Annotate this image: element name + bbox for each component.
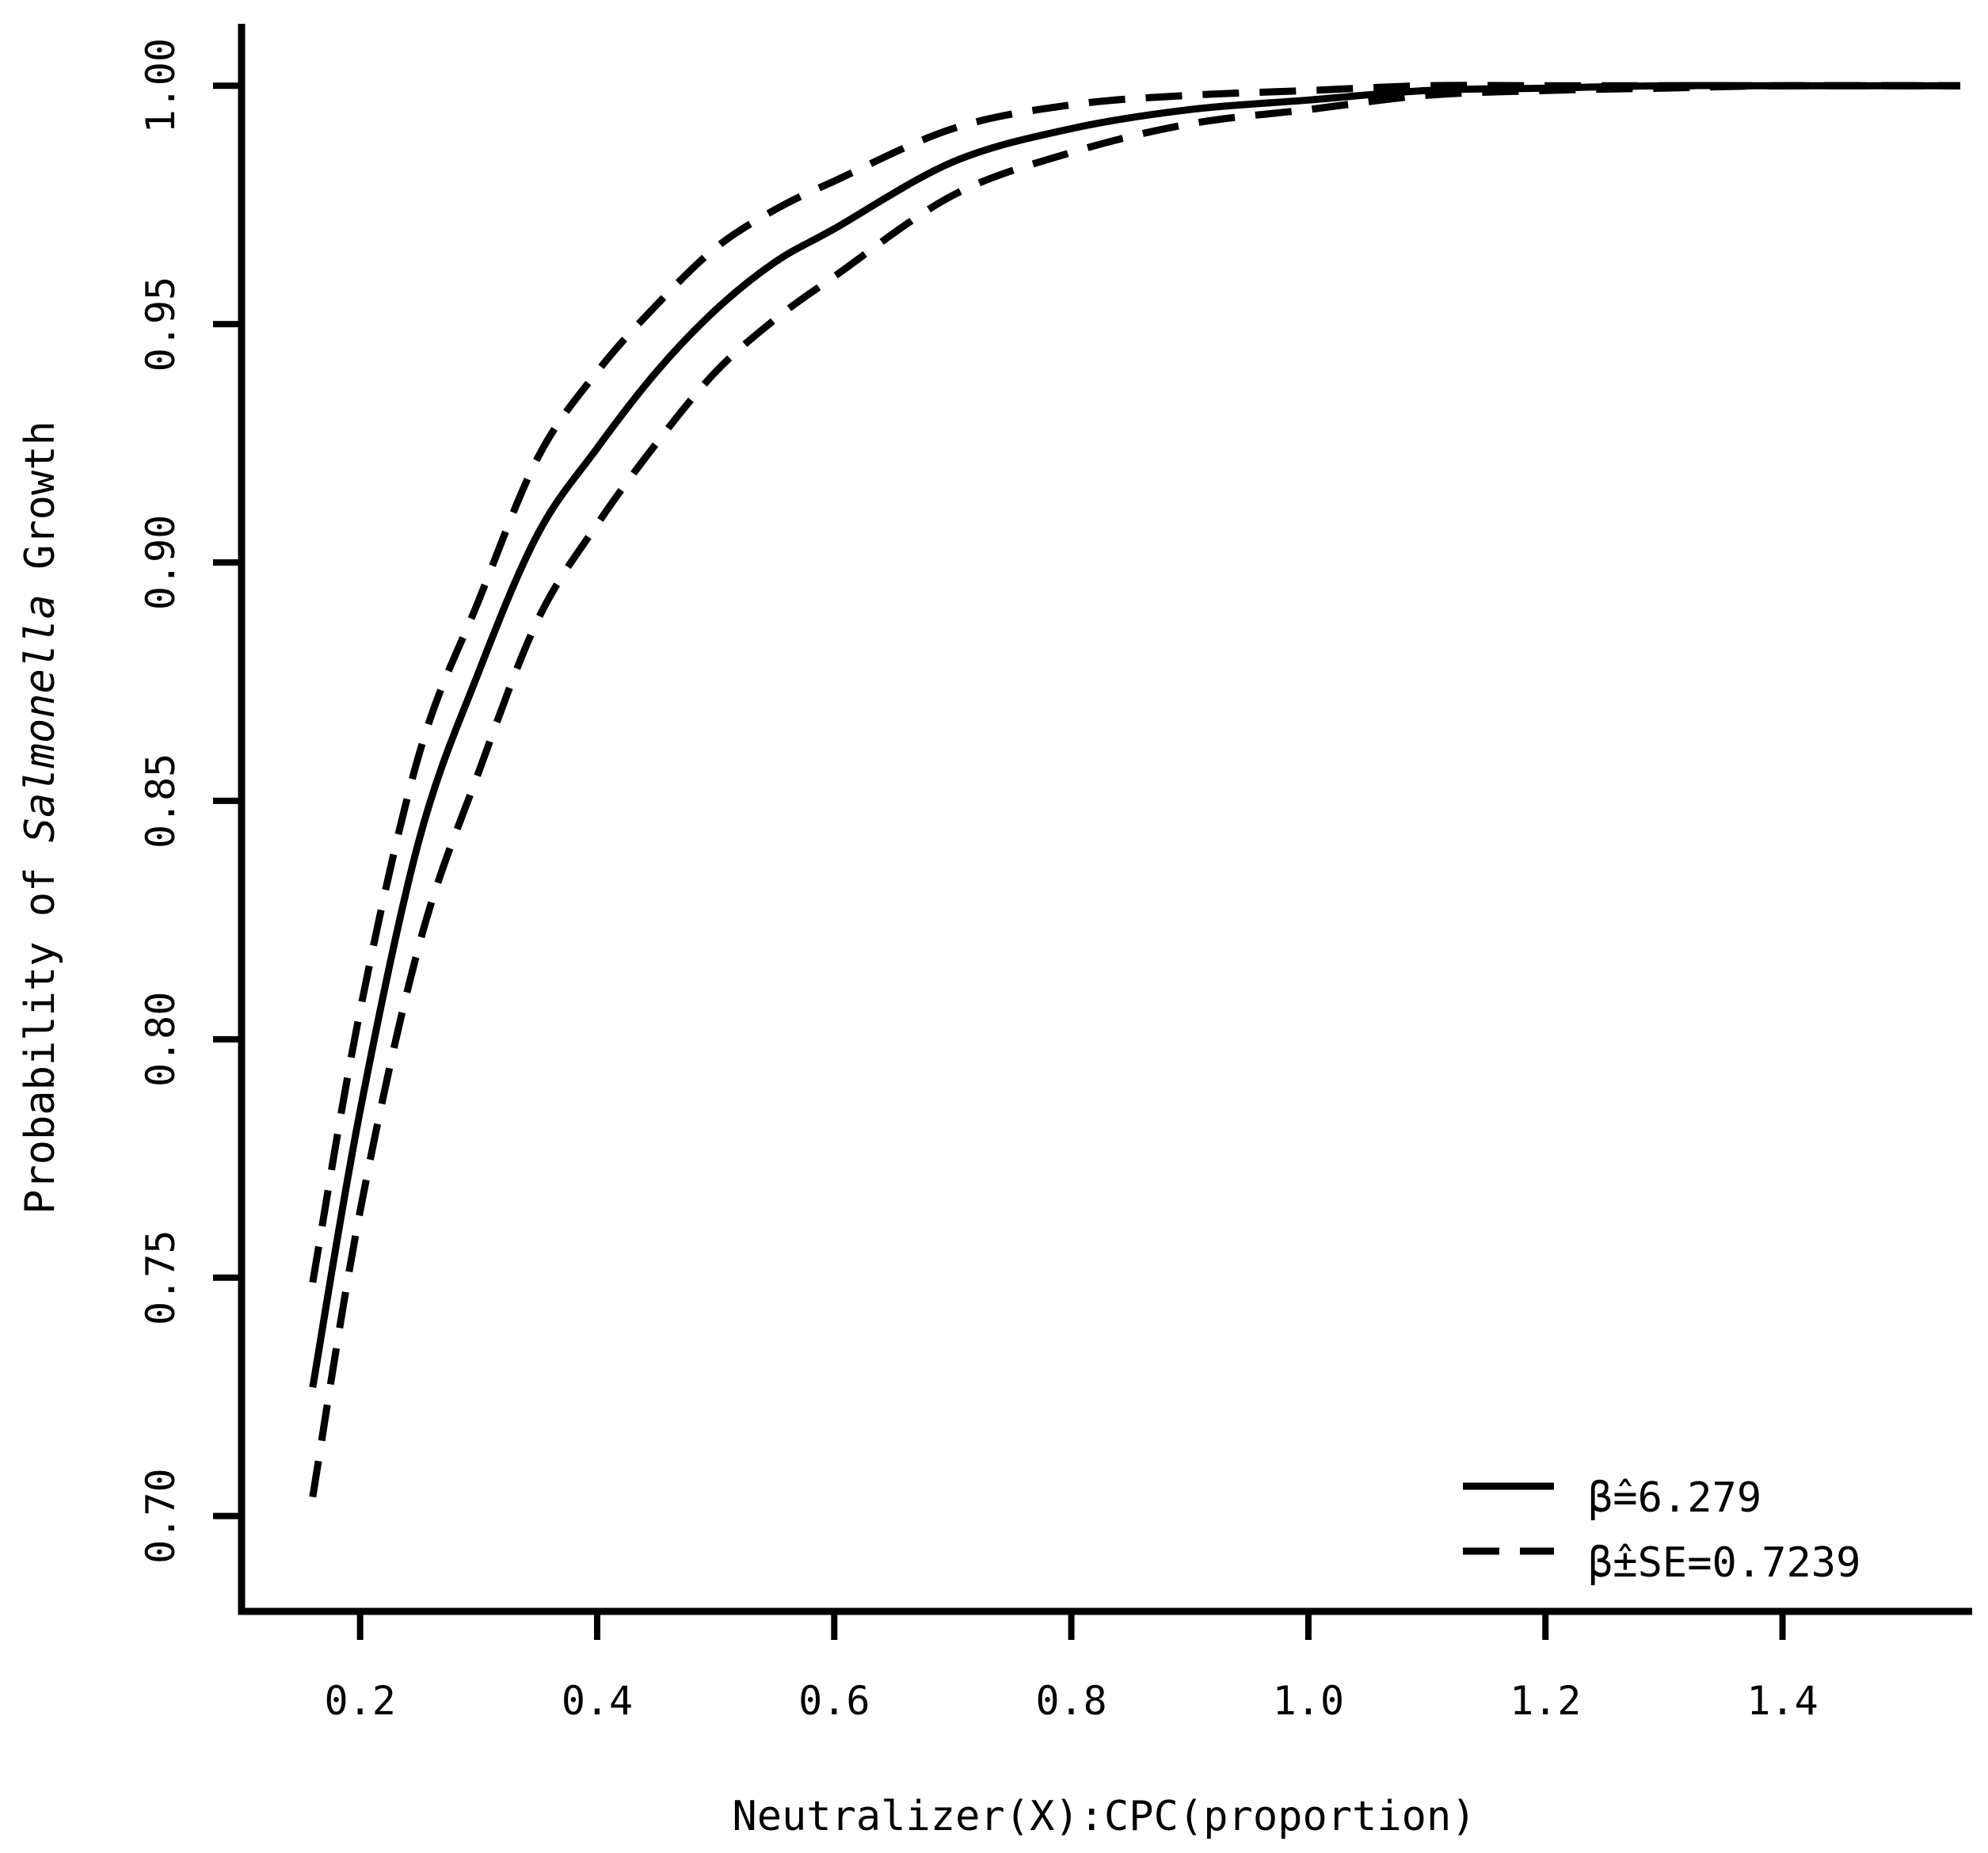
y-axis-title: Probability of Salmonella Growth — [17, 421, 64, 1214]
x-axis-title: Neutralizer(X):CPC(proportion) — [732, 1793, 1476, 1840]
x-tick-label: 1.0 — [1273, 1678, 1344, 1724]
series-estimate-line — [309, 82, 1960, 1388]
x-tick-label: 1.2 — [1510, 1678, 1581, 1724]
y-tick-label: 0.95 — [138, 276, 184, 372]
legend: β̂=6.279 β̂±SE=0.7239 — [1463, 1474, 1860, 1587]
legend-label-se: β̂±SE=0.7239 — [1588, 1539, 1860, 1587]
x-tick-label: 0.2 — [325, 1678, 396, 1724]
y-axis-title-part3: Growth — [17, 421, 64, 594]
y-tick-label: 0.70 — [138, 1468, 184, 1563]
x-tick-label: 0.6 — [798, 1678, 870, 1724]
y-tick-label: 1.00 — [138, 38, 184, 133]
y-ticks: 0.70 0.75 0.80 0.85 0.90 0.95 1.00 — [138, 38, 242, 1564]
y-tick-label: 0.75 — [138, 1230, 184, 1325]
series-se-band-line — [309, 82, 1961, 1498]
series-se-band-line — [309, 82, 1960, 1283]
y-tick-label: 0.85 — [138, 753, 184, 848]
x-tick-label: 1.4 — [1746, 1678, 1818, 1724]
x-ticks: 0.2 0.4 0.6 0.8 1.0 1.2 1.4 — [325, 1611, 1819, 1724]
axes — [238, 24, 1972, 1615]
legend-label-estimate: β̂=6.279 — [1588, 1474, 1761, 1522]
y-axis-title-part1: Probability of — [17, 842, 64, 1214]
series-layer — [309, 82, 1961, 1498]
y-tick-label: 0.80 — [138, 992, 184, 1087]
y-tick-label: 0.90 — [138, 515, 184, 610]
y-axis-title-italic: Salmonella — [17, 594, 64, 842]
x-tick-label: 0.4 — [562, 1678, 633, 1724]
x-tick-label: 0.8 — [1035, 1678, 1106, 1724]
